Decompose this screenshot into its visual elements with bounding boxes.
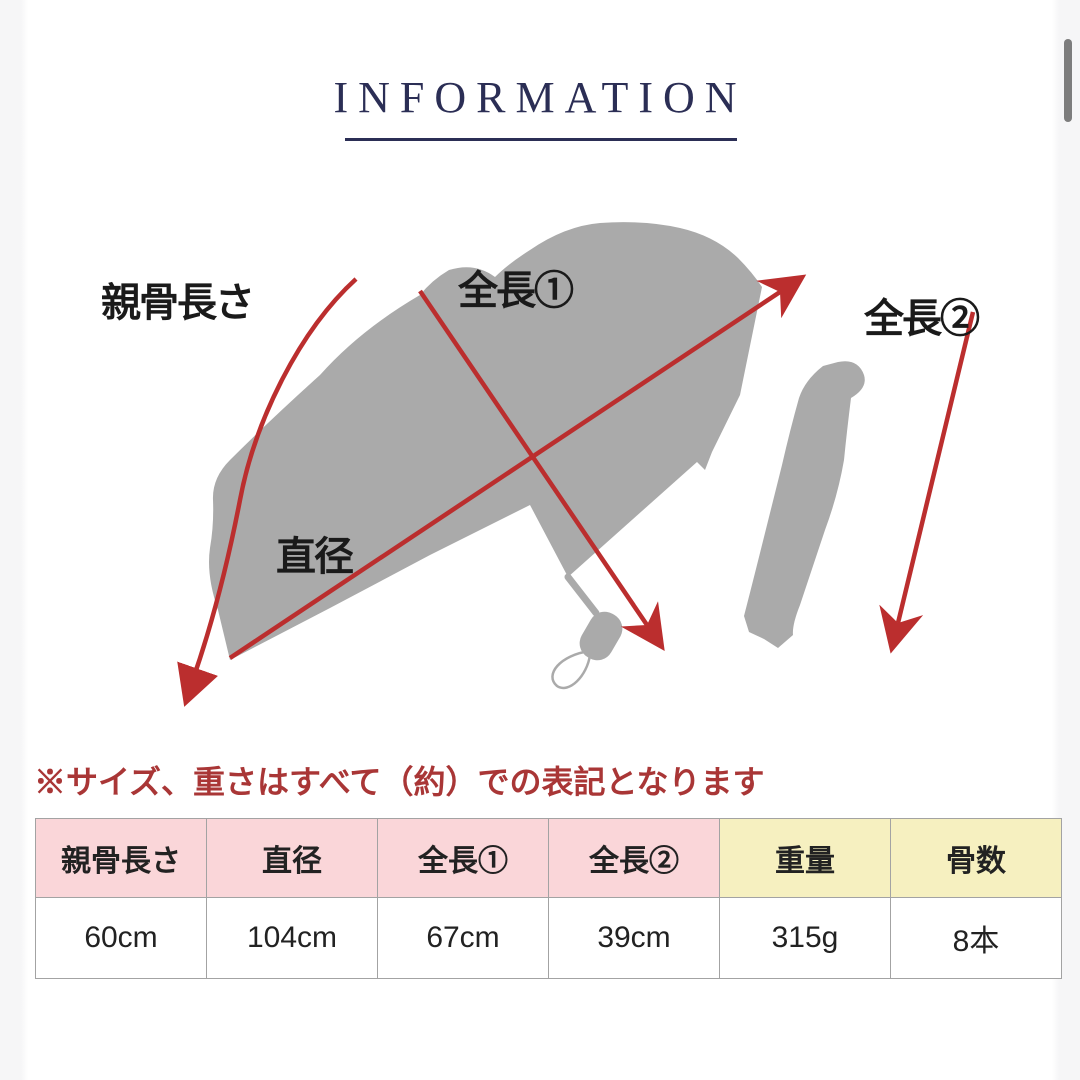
svg-text:直径: 直径 xyxy=(276,535,354,579)
svg-text:親骨長さ: 親骨長さ xyxy=(101,281,253,325)
svg-text:全長②: 全長② xyxy=(863,296,980,341)
svg-text:全長①: 全長① xyxy=(457,268,574,313)
